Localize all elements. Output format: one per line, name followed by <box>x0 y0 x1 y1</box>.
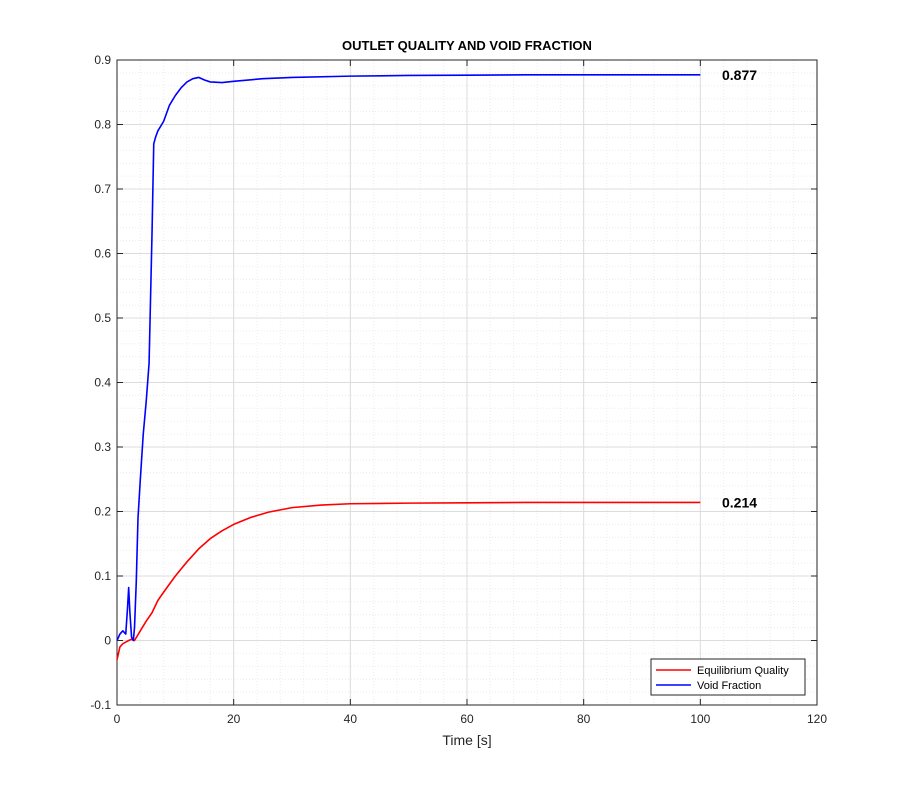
y-tick-label: 0.1 <box>94 569 111 583</box>
y-tick-label: 0.8 <box>94 118 111 132</box>
x-tick-label: 20 <box>227 712 241 726</box>
y-tick-label: 0.2 <box>94 505 111 519</box>
legend-label-equilibrium-quality: Equilibrium Quality <box>697 665 789 677</box>
y-tick-label: 0.5 <box>94 311 111 325</box>
x-axis-label: Time [s] <box>442 732 491 748</box>
major-grid <box>116 59 818 706</box>
x-tick-label: 0 <box>114 712 121 726</box>
y-tick-label: 0.6 <box>94 247 111 261</box>
x-axis-ticks: 0 20 40 60 80 100 120 <box>114 60 827 726</box>
y-tick-label: -0.1 <box>90 698 111 712</box>
end-value-annotations: 0.877 0.214 <box>722 67 757 511</box>
x-tick-label: 80 <box>577 712 591 726</box>
y-axis-ticks: -0.1 0 0.1 0.2 0.3 0.4 0.5 0.6 0.7 0.8 0.9 <box>90 53 817 712</box>
series-line-equilibrium-quality <box>116 501 701 661</box>
series-line-void-fraction <box>116 74 701 642</box>
y-tick-label: 0 <box>104 634 111 648</box>
x-tick-label: 40 <box>344 712 358 726</box>
y-tick-label: 0.7 <box>94 182 111 196</box>
chart-title: OUTLET QUALITY AND VOID FRACTION <box>342 38 592 53</box>
end-value-label: 0.877 <box>722 67 757 83</box>
x-tick-label: 100 <box>690 712 710 726</box>
legend: Equilibrium Quality Void Fraction <box>650 658 806 696</box>
legend-box <box>650 658 806 696</box>
series-lines <box>116 74 701 661</box>
legend-label-void-fraction: Void Fraction <box>697 680 761 692</box>
y-tick-label: 0.4 <box>94 376 111 390</box>
y-tick-label: 0.3 <box>94 440 111 454</box>
x-tick-label: 120 <box>807 712 827 726</box>
y-tick-label: 0.9 <box>94 53 111 67</box>
end-value-label: 0.214 <box>722 494 757 510</box>
x-tick-label: 60 <box>460 712 474 726</box>
